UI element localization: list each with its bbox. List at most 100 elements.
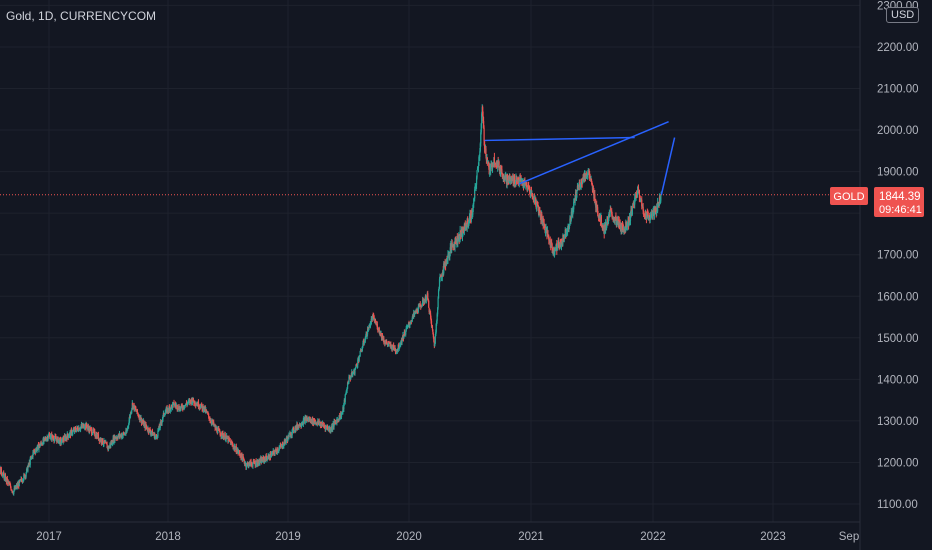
time-tick-label: 2020	[396, 531, 422, 543]
candle-body	[52, 438, 55, 440]
candle-body	[229, 441, 231, 442]
candle-body	[67, 433, 69, 436]
candle-body	[200, 405, 202, 409]
candle-body	[607, 218, 610, 224]
candle-body	[430, 320, 433, 327]
time-axis[interactable]: 2017 2018 2019 2020 2021 2022 2023 Sep	[36, 531, 859, 543]
candle-body	[36, 445, 39, 449]
candle-body	[252, 463, 254, 467]
candle-body	[288, 434, 290, 439]
trendline[interactable]	[518, 121, 669, 185]
candle-body	[220, 435, 222, 437]
candle-body	[611, 214, 613, 218]
candle-body	[68, 436, 70, 438]
price-tick-label: 1600.00	[877, 291, 919, 303]
candle-body	[94, 430, 96, 436]
candle-body	[405, 331, 407, 335]
candle-body	[378, 328, 380, 332]
candle-body	[425, 299, 427, 301]
candle-body	[438, 279, 441, 287]
trendline[interactable]	[660, 137, 676, 195]
candle-body	[590, 179, 593, 182]
candle-body	[346, 388, 348, 391]
candle-body	[126, 430, 128, 433]
candle-body	[427, 298, 429, 301]
candle-body	[354, 369, 356, 374]
candle-body	[368, 325, 370, 331]
candle-body	[112, 443, 114, 445]
candle-body	[411, 317, 413, 322]
symbol-price-tag: GOLD 1844.39 09:46:41	[830, 187, 924, 217]
candle-body	[563, 236, 565, 240]
candle-body	[478, 157, 480, 166]
candle-body	[192, 398, 194, 402]
candle-body	[278, 447, 280, 451]
candle-body	[437, 307, 439, 315]
price-tick-label: 2200.00	[877, 42, 919, 54]
candle-body	[241, 453, 243, 458]
candle-body	[13, 490, 15, 494]
candle-body	[256, 462, 258, 466]
candle-body	[480, 132, 482, 144]
candle-body	[650, 214, 652, 219]
trendline[interactable]	[484, 136, 635, 142]
candle-body	[4, 475, 6, 479]
candle-body	[437, 298, 439, 308]
candle-body	[367, 330, 370, 331]
trendline-drawings[interactable]	[484, 121, 676, 195]
candle-body	[542, 217, 544, 227]
candle-body	[429, 313, 432, 318]
candle-body	[184, 405, 186, 408]
candle-body	[393, 344, 395, 349]
candle-body	[576, 190, 578, 194]
candle-body	[3, 472, 5, 475]
candle-body	[443, 263, 445, 274]
candle-body	[235, 446, 237, 453]
candle-body	[333, 421, 335, 427]
time-tick-label: 2018	[155, 531, 181, 543]
candle-body	[386, 341, 388, 343]
candle-body	[597, 207, 599, 214]
candle-body	[477, 165, 480, 169]
symbol-legend-title[interactable]: Gold, 1D, CURRENCYCOM	[6, 9, 157, 23]
price-axis[interactable]: 1100.00 1200.00 1300.00 1400.00 1500.00 1600.…	[877, 0, 919, 511]
candle-body	[10, 487, 12, 490]
candle-body	[332, 425, 334, 430]
candle-body	[101, 438, 104, 444]
candle-body	[289, 433, 291, 437]
candlestick-series[interactable]	[0, 104, 662, 496]
candle-body	[591, 181, 593, 184]
candle-body	[600, 216, 602, 226]
candle-body	[509, 179, 511, 181]
candle-body	[208, 413, 210, 417]
candle-body	[554, 247, 556, 252]
candle-body	[488, 162, 490, 168]
candle-body	[433, 336, 435, 342]
candle-body	[399, 345, 401, 348]
candle-body	[191, 399, 193, 404]
candle-body	[136, 409, 138, 413]
candle-body	[354, 367, 357, 370]
currency-badge[interactable]: USD	[886, 7, 920, 23]
candle-body	[77, 428, 79, 431]
candle-body	[172, 403, 174, 408]
candle-body	[551, 248, 554, 253]
candle-body	[548, 236, 550, 241]
candle-body	[541, 213, 543, 222]
candle-body	[432, 329, 434, 335]
bar-countdown-label: 09:46:41	[879, 204, 922, 216]
candle-body	[275, 450, 278, 453]
candle-body	[627, 222, 629, 227]
candle-body	[117, 436, 119, 439]
symbol-tag-label: GOLD	[833, 191, 864, 203]
candle-body	[277, 449, 279, 452]
candle-body	[373, 316, 375, 321]
candle-body	[100, 438, 102, 443]
price-tick-label: 1700.00	[877, 250, 919, 262]
candle-body	[248, 462, 250, 466]
candle-body	[483, 121, 485, 128]
candle-body	[606, 218, 609, 223]
price-tick-label: 2100.00	[877, 84, 919, 96]
